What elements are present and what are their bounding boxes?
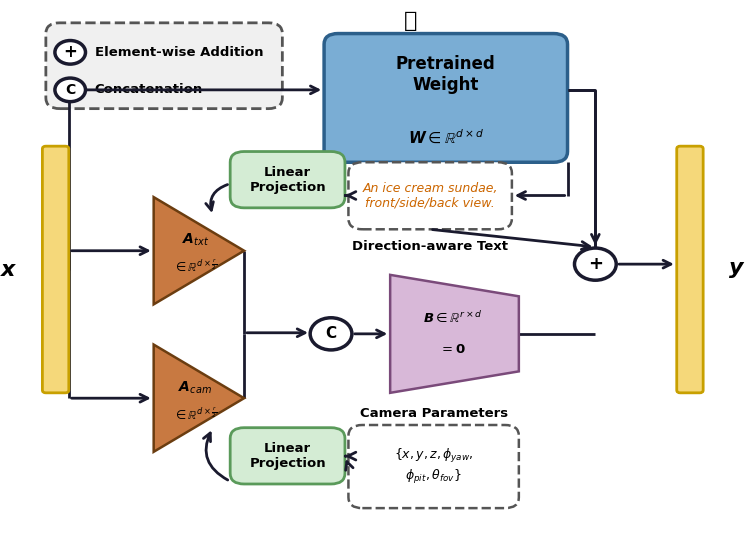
Circle shape [55, 78, 86, 102]
Polygon shape [153, 197, 244, 305]
FancyBboxPatch shape [676, 146, 703, 393]
Text: Concatenation: Concatenation [95, 84, 203, 96]
Text: 🔒: 🔒 [405, 11, 418, 31]
Text: $\boldsymbol{A}_{cam}$: $\boldsymbol{A}_{cam}$ [179, 379, 212, 396]
Text: Element-wise Addition: Element-wise Addition [95, 46, 263, 59]
Text: $\boldsymbol{y}$: $\boldsymbol{y}$ [728, 259, 745, 280]
Text: $\boldsymbol{A}_{txt}$: $\boldsymbol{A}_{txt}$ [182, 232, 209, 248]
Text: Direction-aware Text: Direction-aware Text [352, 240, 508, 253]
Circle shape [55, 40, 86, 64]
Text: $\boldsymbol{B} \in \mathbb{R}^{r\times d}$: $\boldsymbol{B} \in \mathbb{R}^{r\times … [423, 310, 483, 326]
FancyBboxPatch shape [230, 427, 345, 484]
Text: $\in\mathbb{R}^{d\times \frac{r}{2}}$: $\in\mathbb{R}^{d\times \frac{r}{2}}$ [173, 406, 218, 423]
FancyBboxPatch shape [42, 146, 69, 393]
Text: +: + [63, 43, 77, 61]
Circle shape [574, 248, 616, 280]
FancyBboxPatch shape [46, 23, 282, 109]
Text: C: C [326, 326, 337, 341]
FancyBboxPatch shape [324, 33, 568, 162]
Text: $\boldsymbol{W} \in \mathbb{R}^{d\times d}$: $\boldsymbol{W} \in \mathbb{R}^{d\times … [408, 128, 484, 146]
Text: C: C [65, 83, 75, 97]
Polygon shape [153, 344, 244, 452]
Text: Camera Parameters: Camera Parameters [360, 406, 507, 420]
Text: $= \boldsymbol{0}$: $= \boldsymbol{0}$ [440, 343, 466, 356]
Polygon shape [390, 275, 519, 393]
Text: $\boldsymbol{x}$: $\boldsymbol{x}$ [0, 259, 18, 280]
Text: Pretrained
Weight: Pretrained Weight [396, 55, 495, 94]
Circle shape [310, 318, 352, 350]
Text: Linear
Projection: Linear Projection [250, 442, 326, 470]
Text: $\in\mathbb{R}^{d\times \frac{r}{2}}$: $\in\mathbb{R}^{d\times \frac{r}{2}}$ [173, 259, 218, 275]
FancyBboxPatch shape [349, 162, 512, 229]
Text: Linear
Projection: Linear Projection [250, 165, 326, 194]
Text: An ice cream sundae,
front/side/back view.: An ice cream sundae, front/side/back vie… [362, 182, 498, 210]
FancyBboxPatch shape [349, 425, 519, 508]
FancyBboxPatch shape [230, 151, 345, 208]
Text: +: + [588, 255, 603, 273]
Text: $\{x,y,z,\phi_{yaw},$
$\phi_{pit},\theta_{fov}\}$: $\{x,y,z,\phi_{yaw},$ $\phi_{pit},\theta… [394, 447, 473, 486]
